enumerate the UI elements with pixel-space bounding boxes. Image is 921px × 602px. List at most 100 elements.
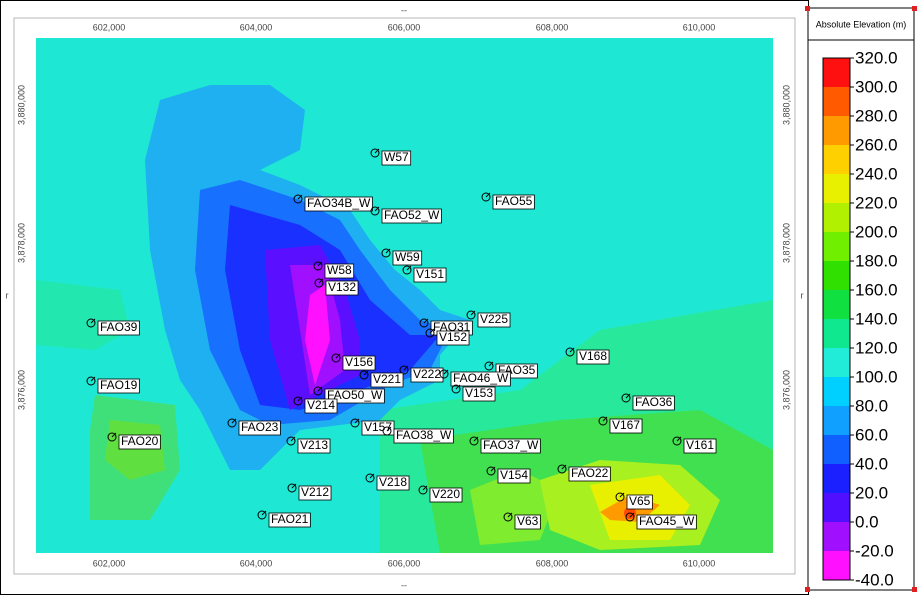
well-symbol — [419, 318, 429, 328]
well: W58 — [313, 261, 355, 279]
well-label-box — [477, 312, 511, 328]
well-label-box — [436, 330, 470, 346]
well-label: V218 — [379, 475, 407, 489]
well-label-box — [381, 150, 412, 166]
legend-swatch — [823, 493, 850, 522]
well: V157 — [350, 418, 395, 436]
well: FAO23 — [227, 418, 281, 436]
y-tick-label: 3,880,000 — [16, 85, 26, 125]
legend-swatch — [823, 435, 850, 464]
well: V161 — [672, 436, 717, 454]
well-label-box — [392, 250, 423, 266]
well-symbol — [331, 353, 341, 363]
legend-swatch — [823, 87, 850, 116]
well-symbol — [503, 512, 513, 522]
legend-label: 320.0 — [855, 48, 898, 67]
x-tick-label: 610,000 — [683, 22, 716, 32]
well-label-box — [304, 196, 373, 212]
well-symbol — [257, 510, 267, 520]
well-label-box — [297, 438, 331, 454]
well-symbol-tick — [317, 386, 323, 392]
well-label: V153 — [465, 386, 493, 400]
x-axis-label: -- — [401, 580, 407, 590]
contour-zone — [305, 285, 330, 385]
well-symbol-tick — [290, 436, 296, 442]
well-symbol — [359, 370, 369, 380]
well-symbol-tick — [429, 328, 435, 334]
x-tick-label: 606,000 — [388, 22, 421, 32]
well-label: V65 — [629, 494, 651, 508]
well: FAO19 — [86, 376, 140, 394]
well-label-box — [97, 320, 140, 336]
well-symbol-tick — [443, 369, 449, 375]
well-label: W59 — [395, 250, 420, 264]
well-symbol — [350, 418, 360, 428]
well-label-box — [370, 372, 404, 388]
legend-swatch — [823, 174, 850, 203]
well: FAO20 — [107, 432, 161, 450]
well-label-box — [393, 428, 454, 444]
legend-label: 0.0 — [855, 512, 879, 531]
legend-swatch — [823, 406, 850, 435]
well-symbol-tick — [297, 396, 303, 402]
legend-swatch — [823, 551, 850, 580]
well-label-box — [361, 420, 395, 436]
well-label: V225 — [480, 312, 508, 326]
well-symbol-tick — [625, 393, 631, 399]
well-label-box — [497, 468, 531, 484]
well-symbol — [313, 386, 323, 396]
well-label-box — [304, 398, 338, 414]
x-tick-label: 602,000 — [93, 558, 126, 568]
well-symbol-tick — [354, 418, 360, 424]
well: V63 — [503, 512, 541, 530]
well-label-box — [298, 485, 332, 501]
well: V214 — [293, 396, 338, 414]
well: FAO55 — [481, 192, 535, 210]
well-symbol-tick — [335, 353, 341, 359]
well-symbol-tick — [111, 432, 117, 438]
legend-label: 220.0 — [855, 193, 898, 212]
well-symbol — [381, 248, 391, 258]
legend-swatch — [823, 203, 850, 232]
y-axis-label: r — [6, 290, 9, 300]
well-symbol-tick — [569, 347, 575, 353]
well: V167 — [598, 416, 643, 434]
x-tick-label: 606,000 — [388, 558, 421, 568]
legend-swatch — [823, 522, 850, 551]
well-label-box — [568, 466, 611, 482]
well-symbol-tick — [385, 248, 391, 254]
legend-label: 240.0 — [855, 164, 898, 183]
well: V65 — [615, 492, 653, 510]
well-label-box — [514, 514, 541, 530]
well-label: V168 — [579, 349, 607, 363]
legend-swatch — [823, 348, 850, 377]
well-label-box — [626, 494, 653, 510]
legend-label: -20.0 — [855, 541, 894, 560]
well: FAO36 — [621, 393, 675, 411]
legend-swatch — [823, 261, 850, 290]
well-label-box — [480, 438, 541, 454]
legend-label: 200.0 — [855, 222, 898, 241]
well-label: V154 — [500, 468, 528, 482]
well-symbol-tick — [490, 466, 496, 472]
well-label: V156 — [345, 355, 373, 369]
legend-label: 60.0 — [855, 425, 888, 444]
x-tick-label: 602,000 — [93, 22, 126, 32]
well-symbol-tick — [374, 148, 380, 154]
well-symbol — [370, 148, 380, 158]
well: W57 — [370, 148, 412, 166]
well-label: FAO21 — [271, 512, 309, 526]
well-label: V157 — [364, 420, 392, 434]
well-label-box — [381, 208, 442, 224]
legend-swatch — [823, 377, 850, 406]
y-axis-label: r — [801, 290, 804, 300]
well-label: V132 — [328, 280, 356, 294]
well-symbol — [625, 512, 635, 522]
well-label-box — [576, 349, 610, 365]
well-symbol — [598, 416, 608, 426]
well-label: FAO50_W — [327, 388, 383, 402]
well-symbol-tick — [291, 483, 297, 489]
well-symbol-tick — [488, 361, 494, 367]
well: V221 — [359, 370, 404, 388]
well: FAO34B_W — [293, 194, 373, 212]
